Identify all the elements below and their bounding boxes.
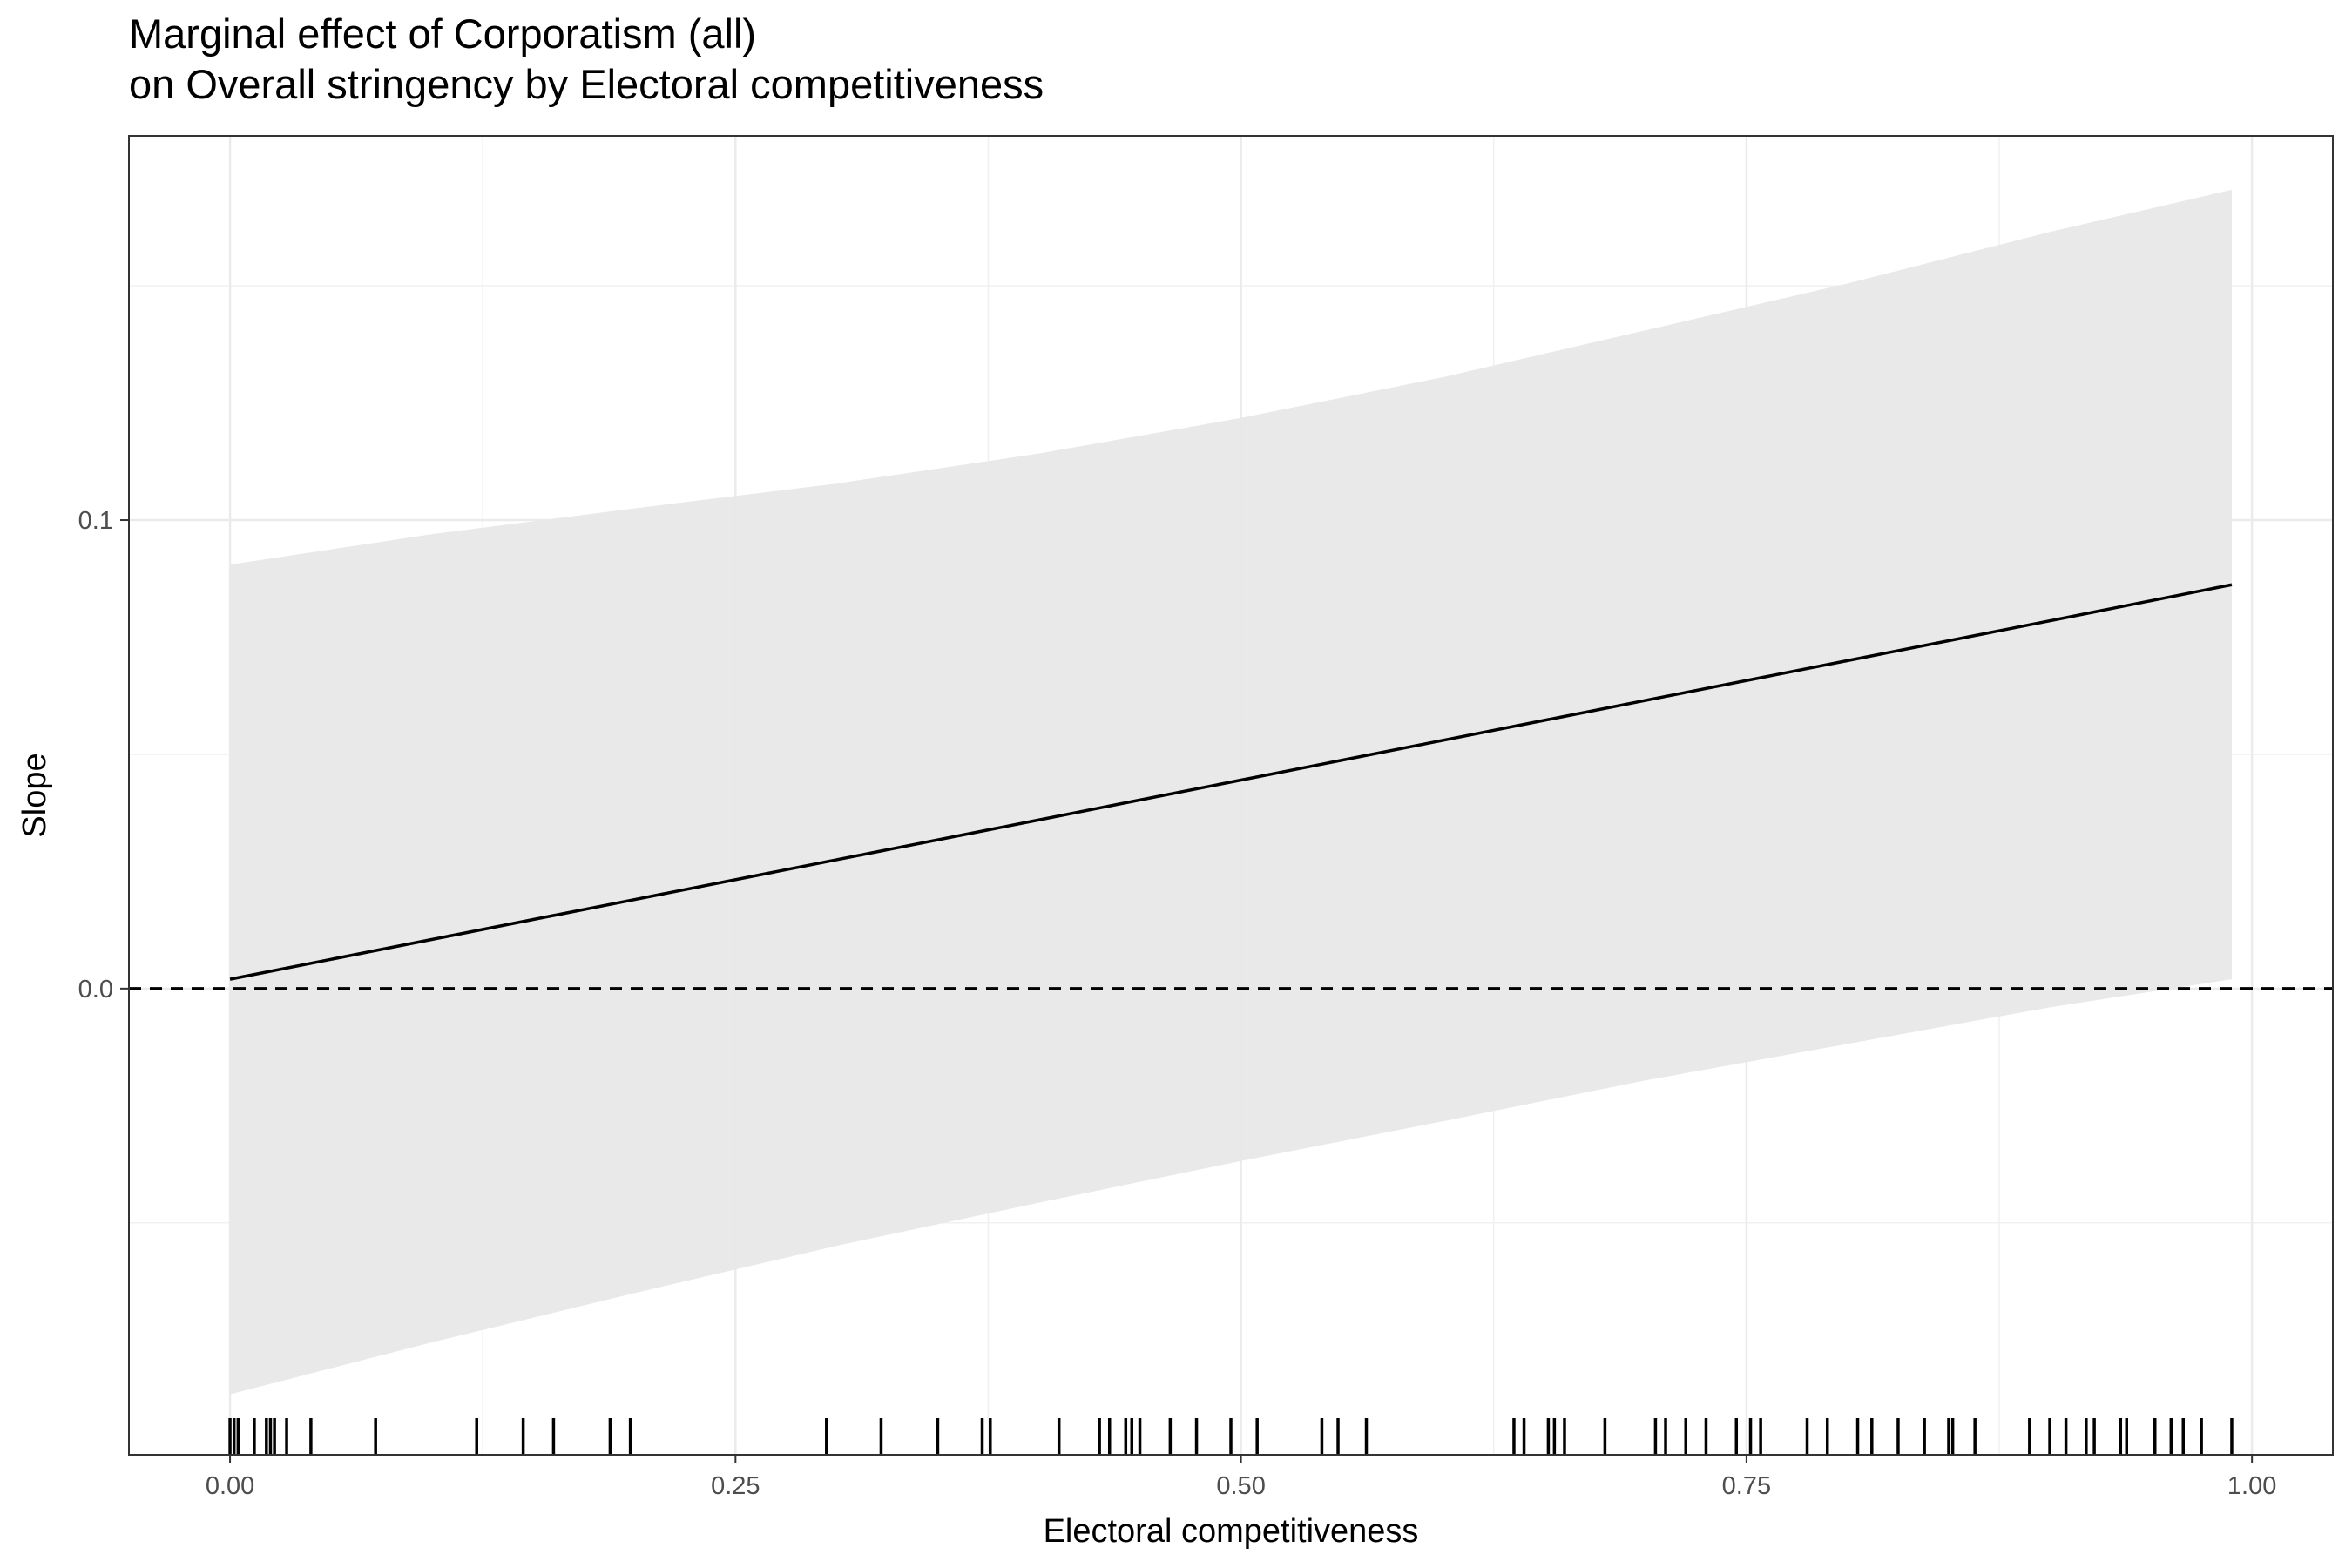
x-tick-label: 0.25 (711, 1472, 760, 1500)
x-tick-label: 1.00 (2227, 1472, 2276, 1500)
x-tick-label: 0.75 (1722, 1472, 1771, 1500)
panel-border (128, 135, 2334, 1456)
y-tick-label: 0.0 (78, 976, 113, 1004)
x-tick-labels: 0.00 0.25 0.50 0.75 1.00 (206, 1472, 2277, 1500)
chart-title-block: Marginal effect of Corporatism (all) on … (129, 9, 1044, 110)
x-axis-title: Electoral competitiveness (1044, 1513, 1419, 1550)
y-tick-label: 0.1 (78, 507, 113, 535)
axis-ticks (120, 519, 2254, 1463)
y-axis-title: Slope (17, 753, 53, 837)
chart-subtitle: on Overall stringency by Electoral compe… (129, 61, 1044, 107)
rug-marks (228, 1418, 2234, 1455)
confidence-band (230, 189, 2232, 1395)
chart-title: Marginal effect of Corporatism (all) (129, 10, 757, 57)
x-tick-label: 0.50 (1216, 1472, 1265, 1500)
x-tick-label: 0.00 (206, 1472, 254, 1500)
y-tick-labels: 0.0 0.1 (78, 507, 113, 1004)
marginal-effect-line (229, 583, 2233, 981)
